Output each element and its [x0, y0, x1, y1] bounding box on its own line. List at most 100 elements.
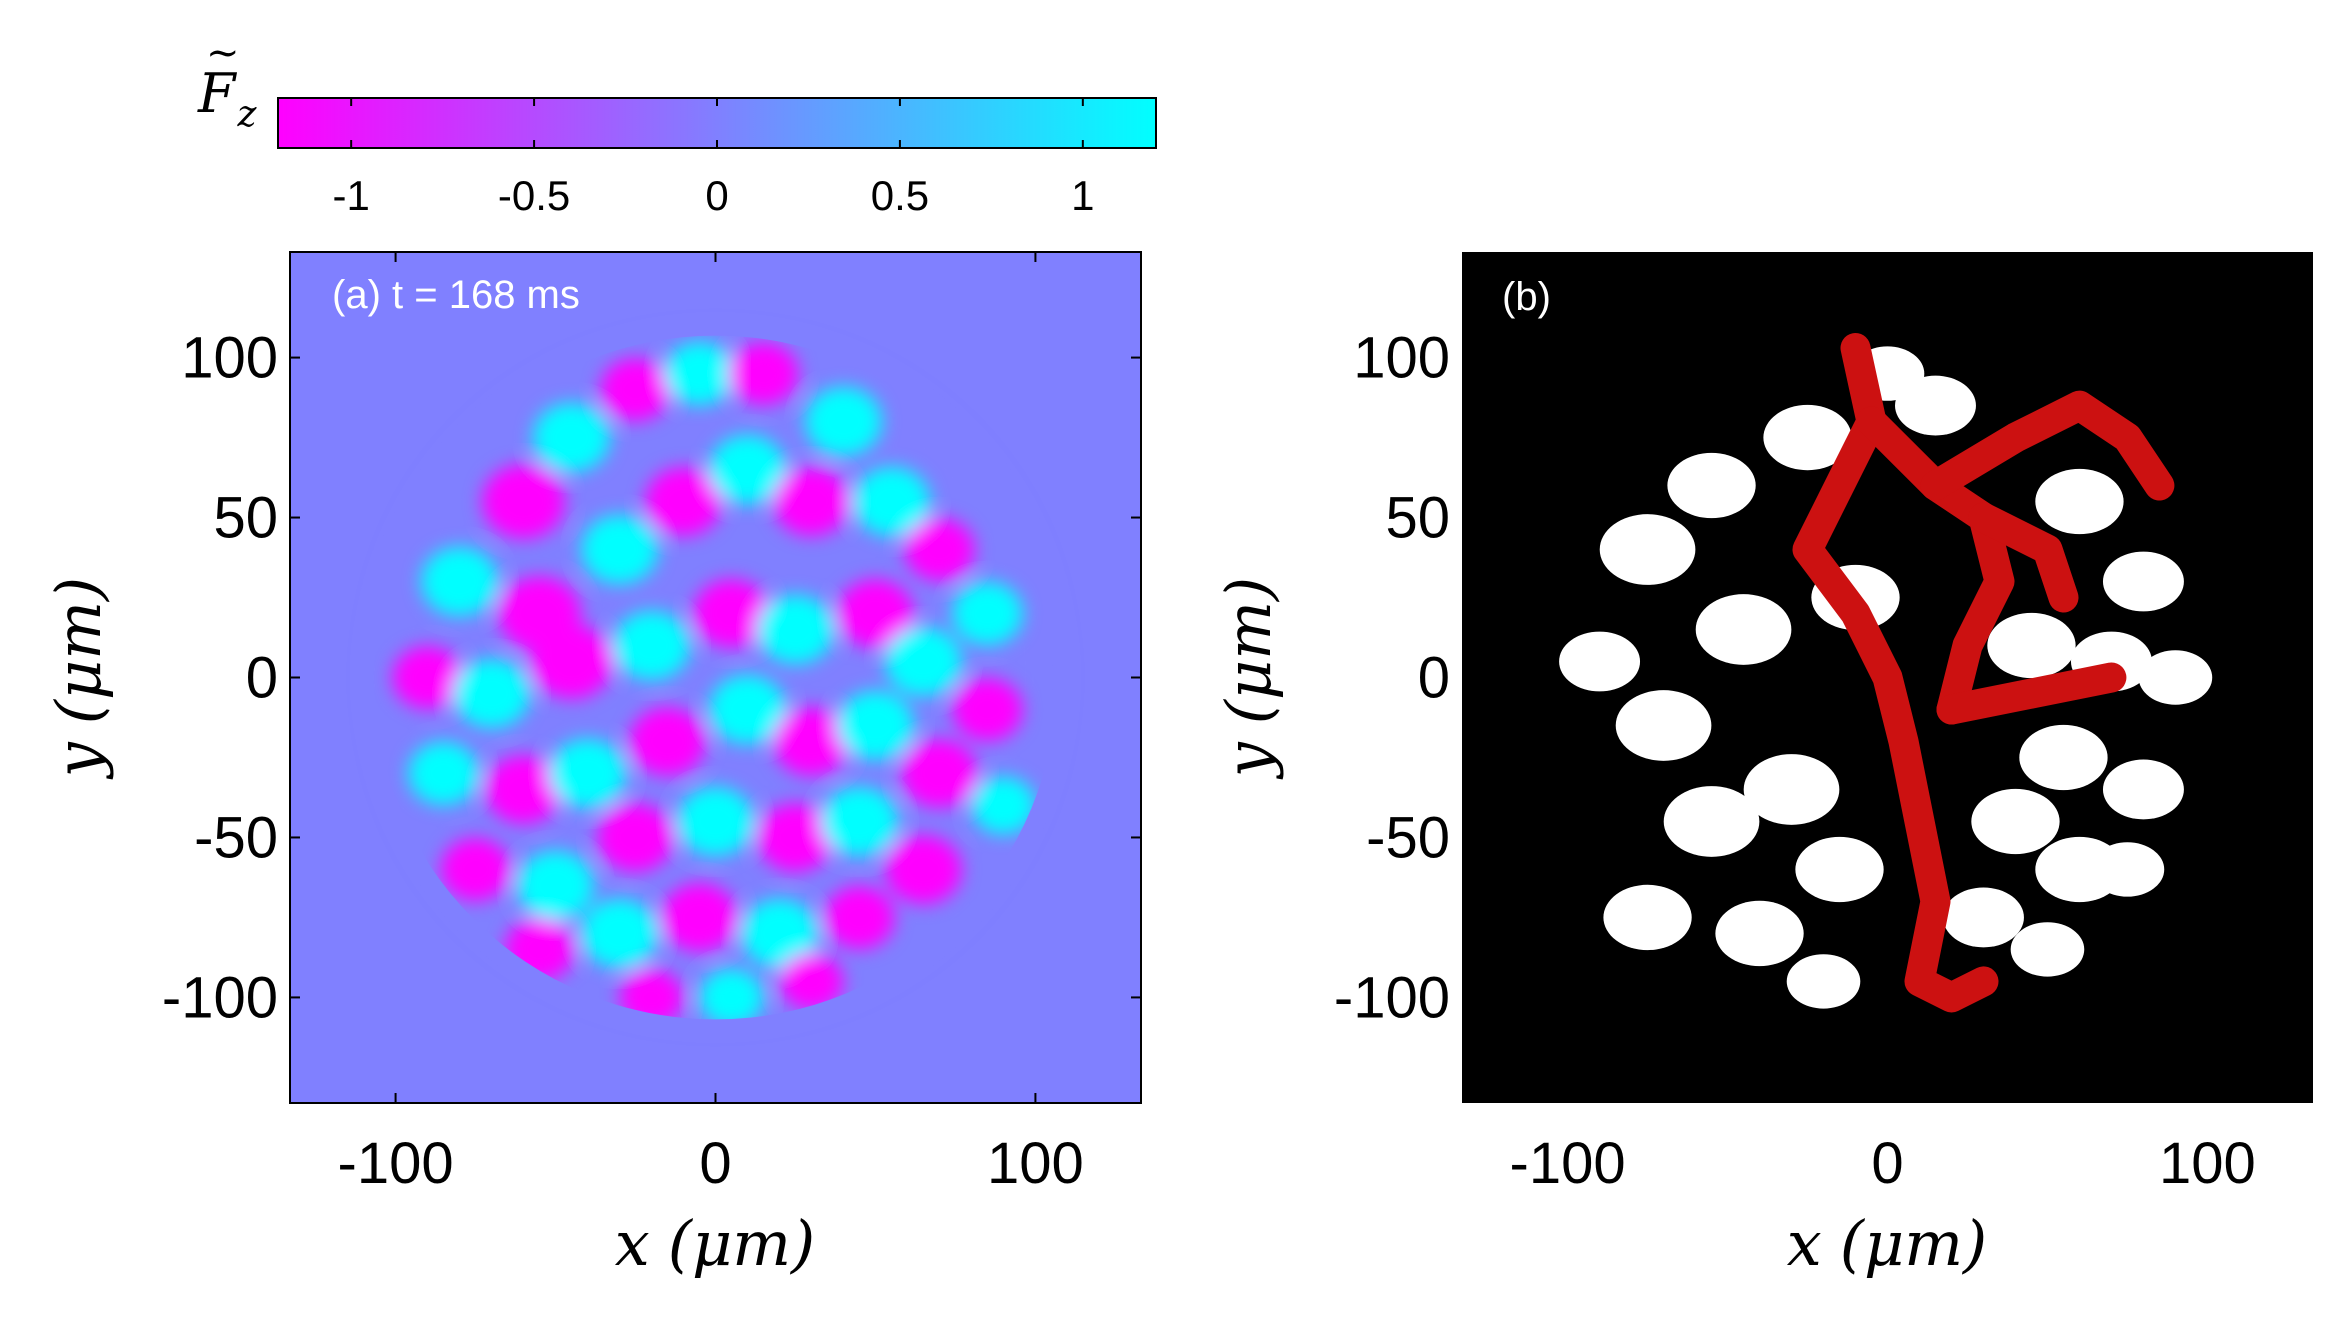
- negative-domain: [773, 466, 850, 537]
- colorbar-gradient: [277, 97, 1157, 149]
- white-domain: [1695, 594, 1792, 665]
- positive-domain: [664, 341, 735, 406]
- negative-domain: [757, 802, 834, 873]
- negative-domain: [904, 517, 975, 582]
- negative-domain: [645, 466, 722, 537]
- positive-domain: [805, 387, 882, 457]
- colorbar-label: Fz: [197, 62, 257, 135]
- panel-a: -100 0 100 100 50 0 -50 -100 (a) t = 168 ms x (μ…: [42, 251, 1142, 1280]
- white-domain: [1743, 754, 1840, 825]
- white-domain: [1603, 884, 1692, 951]
- negative-domain: [440, 837, 511, 902]
- white-domain: [1667, 452, 1756, 519]
- positive-domain: [453, 658, 530, 729]
- positive-domain: [709, 674, 786, 745]
- white-domain: [1663, 786, 1760, 857]
- white-domain: [2102, 759, 2184, 820]
- colorbar-tick-label: 0: [705, 172, 728, 219]
- white-domain: [1715, 900, 1804, 967]
- y-tick-label: 100: [181, 326, 278, 391]
- panel-b-domains: [1559, 346, 2213, 1009]
- percolating-cluster-segment: [1792, 333, 1999, 1013]
- y-tick-label: 50: [213, 486, 278, 551]
- panel-b-ticks: -100 0 100 100 50 0 -50 -100: [1334, 252, 2313, 1196]
- x-tick-label: 100: [987, 1131, 1084, 1196]
- negative-domain: [728, 341, 799, 406]
- white-domain: [2010, 922, 2085, 977]
- positive-domain: [757, 594, 834, 665]
- positive-domain: [971, 776, 1036, 835]
- positive-domain: [709, 434, 786, 505]
- colorbar-tick-label: -1: [332, 172, 369, 219]
- positive-domain: [421, 546, 498, 617]
- x-tick-label: 0: [1871, 1131, 1903, 1196]
- negative-domain: [952, 677, 1023, 742]
- y-tick-label: 50: [1385, 486, 1450, 551]
- positive-domain: [677, 786, 754, 857]
- negative-domain: [392, 645, 463, 710]
- positive-domain: [821, 786, 898, 857]
- positive-domain: [549, 738, 626, 809]
- panel-a-xlabel: x (μm): [615, 1207, 815, 1280]
- x-tick-label: 0: [699, 1131, 731, 1196]
- y-tick-label: -100: [1334, 965, 1450, 1030]
- negative-domain: [597, 802, 674, 873]
- panel-b-annotation: (b): [1502, 275, 1551, 319]
- x-tick-label: -100: [1510, 1131, 1626, 1196]
- white-domain: [2019, 724, 2108, 791]
- y-tick-label: 100: [1353, 326, 1450, 391]
- colorbar-tick-label: -0.5: [498, 172, 570, 219]
- white-domain: [1615, 690, 1712, 761]
- panel-b-percolating-cluster: [1792, 333, 2175, 1013]
- positive-domain: [885, 626, 962, 697]
- white-domain: [1795, 836, 1884, 903]
- positive-domain: [408, 741, 479, 806]
- negative-domain: [629, 706, 706, 777]
- colorbar-label-tilde: ~: [206, 30, 240, 76]
- white-domain: [1895, 375, 1976, 436]
- y-tick-label: 0: [246, 646, 278, 711]
- white-domain: [1786, 954, 1861, 1009]
- white-domain: [2035, 468, 2124, 535]
- positive-domain: [613, 610, 690, 681]
- x-tick-label: -100: [338, 1131, 454, 1196]
- y-tick-label: -50: [194, 805, 278, 870]
- negative-domain: [837, 578, 914, 649]
- panel-a-ticks: -100 0 100 100 50 0 -50 -100: [162, 252, 1141, 1196]
- negative-domain: [481, 464, 566, 539]
- colorbar-ticks: -1 -0.5 0 0.5 1: [332, 98, 1095, 219]
- positive-domain: [581, 514, 658, 585]
- white-domain: [1987, 612, 2076, 679]
- colorbar: Fz ~ -1 -0.5 0 0.5 1: [197, 30, 1157, 219]
- panel-a-annotation: (a) t = 168 ms: [332, 273, 580, 317]
- positive-domain: [699, 968, 764, 1020]
- positive-domain: [952, 581, 1023, 646]
- panel-a-ylabel: y(μm): [42, 577, 115, 781]
- positive-domain: [853, 466, 930, 537]
- y-tick-label: -50: [1366, 805, 1450, 870]
- y-tick-label: 0: [1418, 646, 1450, 711]
- white-domain: [2090, 842, 2165, 897]
- negative-domain: [485, 754, 562, 825]
- white-domain: [1763, 404, 1852, 471]
- positive-domain: [517, 850, 594, 921]
- panel-b: -100 0 100 100 50 0 -50 -100 (b) x (μm) y(μm): [1212, 252, 2313, 1280]
- negative-domain: [661, 882, 738, 952]
- negative-domain: [773, 706, 850, 777]
- positive-domain: [741, 898, 818, 968]
- positive-domain: [837, 690, 914, 761]
- negative-domain: [885, 834, 962, 905]
- negative-domain: [529, 624, 614, 699]
- x-tick-label: 100: [2159, 1131, 2256, 1196]
- panel-a-blobs: [392, 341, 1036, 1020]
- percolating-cluster-segment: [1856, 406, 2015, 725]
- percolating-cluster-segment: [1936, 662, 2127, 725]
- negative-domain: [779, 952, 844, 1011]
- percolating-cluster-segment: [1920, 390, 2175, 501]
- percolating-cluster-segment: [1968, 502, 2079, 613]
- white-domain: [1943, 887, 2024, 948]
- white-domain: [2102, 551, 2184, 612]
- positive-domain: [533, 403, 610, 473]
- positive-domain: [581, 898, 658, 968]
